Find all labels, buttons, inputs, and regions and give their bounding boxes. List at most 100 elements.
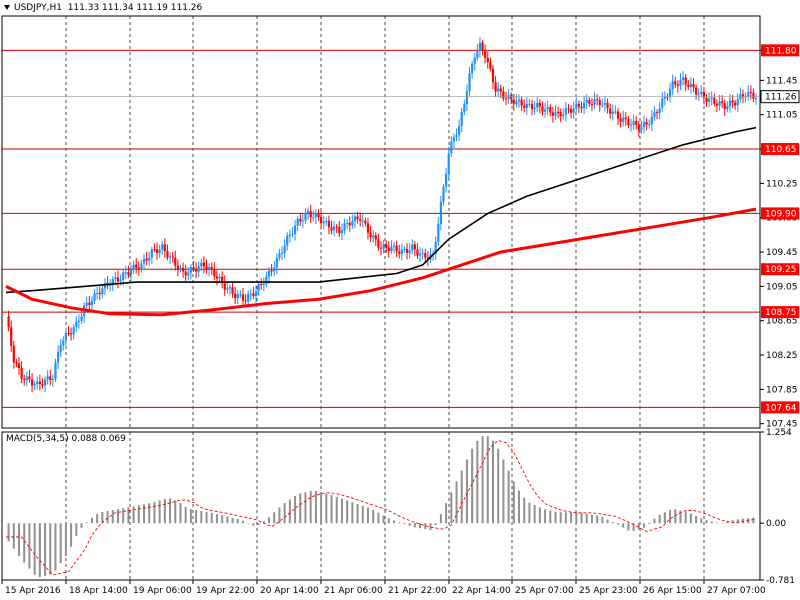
candle-body[interactable] (525, 103, 528, 108)
candle-body[interactable] (93, 293, 96, 301)
candle-body[interactable] (637, 124, 640, 130)
candle-body[interactable] (96, 292, 99, 294)
candle-body[interactable] (481, 42, 484, 51)
candle-body[interactable] (517, 99, 521, 102)
candle-body[interactable] (267, 270, 271, 277)
candle-body[interactable] (692, 83, 695, 88)
candle-body[interactable] (611, 111, 614, 114)
candle-body[interactable] (270, 270, 273, 272)
candle-body[interactable] (189, 266, 192, 273)
candle-body[interactable] (59, 345, 62, 352)
candle-body[interactable] (754, 98, 758, 100)
candle-body[interactable] (723, 103, 726, 110)
candle-body[interactable] (119, 279, 122, 282)
candle-body[interactable] (439, 201, 442, 224)
candle-body[interactable] (103, 283, 107, 289)
candle-body[interactable] (697, 93, 700, 95)
candle-body[interactable] (132, 264, 135, 270)
candle-body[interactable] (293, 225, 297, 235)
candle-body[interactable] (596, 99, 599, 101)
candle-body[interactable] (585, 99, 588, 103)
candle-body[interactable] (377, 239, 380, 248)
candle-body[interactable] (387, 247, 390, 252)
candle-body[interactable] (171, 256, 174, 258)
candle-body[interactable] (681, 77, 685, 80)
candle-body[interactable] (447, 153, 450, 174)
candle-body[interactable] (728, 100, 732, 107)
candle-body[interactable] (36, 381, 39, 385)
candle-body[interactable] (442, 186, 445, 202)
candle-body[interactable] (20, 368, 23, 379)
candle-body[interactable] (655, 112, 659, 114)
candle-body[interactable] (343, 223, 346, 231)
candle-body[interactable] (468, 73, 471, 92)
collapse-icon[interactable] (4, 5, 10, 10)
candle-body[interactable] (197, 266, 200, 272)
candle-body[interactable] (606, 102, 609, 109)
candle-body[interactable] (317, 213, 320, 218)
candle-body[interactable] (484, 50, 487, 58)
candle-body[interactable] (249, 293, 252, 295)
candle-body[interactable] (150, 249, 153, 258)
candle-body[interactable] (116, 277, 120, 282)
candle-body[interactable] (158, 249, 161, 254)
candle-body[interactable] (62, 340, 65, 346)
candle-body[interactable] (736, 99, 739, 106)
candle-body[interactable] (520, 99, 523, 106)
candle-body[interactable] (122, 272, 125, 280)
candle-body[interactable] (67, 333, 70, 335)
candle-body[interactable] (629, 124, 633, 126)
candle-body[interactable] (437, 223, 440, 242)
candle-body[interactable] (90, 300, 94, 305)
candle-body[interactable] (494, 82, 497, 92)
candle-body[interactable] (564, 108, 567, 115)
candle-body[interactable] (413, 244, 416, 250)
candle-body[interactable] (463, 104, 466, 112)
candle-body[interactable] (273, 267, 276, 272)
candle-body[interactable] (713, 97, 716, 104)
candle-body[interactable] (752, 92, 755, 99)
candle-body[interactable] (234, 293, 237, 299)
candle-body[interactable] (577, 103, 581, 107)
candle-body[interactable] (124, 272, 127, 274)
candle-body[interactable] (348, 222, 351, 226)
candle-body[interactable] (23, 378, 26, 381)
candle-body[interactable] (372, 235, 375, 238)
candle-body[interactable] (554, 111, 557, 116)
candle-body[interactable] (749, 91, 752, 93)
candle-body[interactable] (471, 63, 474, 74)
candle-body[interactable] (572, 108, 575, 113)
candle-body[interactable] (551, 112, 554, 116)
candle-body[interactable] (499, 88, 502, 92)
candle-body[interactable] (687, 84, 690, 87)
candle-body[interactable] (80, 316, 83, 321)
candle-body[interactable] (379, 247, 383, 249)
candle-body[interactable] (653, 112, 656, 117)
candle-body[interactable] (627, 119, 630, 126)
candle-body[interactable] (455, 135, 458, 137)
candle-body[interactable] (301, 220, 304, 222)
candle-body[interactable] (244, 300, 247, 302)
candle-body[interactable] (260, 284, 263, 286)
candle-body[interactable] (155, 249, 159, 254)
candle-body[interactable] (353, 216, 357, 222)
candle-body[interactable] (538, 102, 541, 107)
candle-body[interactable] (486, 57, 489, 63)
candle-body[interactable] (734, 102, 737, 106)
candle-body[interactable] (98, 292, 101, 295)
candle-body[interactable] (184, 271, 187, 276)
candle-body[interactable] (49, 376, 52, 380)
candle-body[interactable] (642, 122, 646, 128)
candle-body[interactable] (231, 287, 234, 294)
candle-body[interactable] (361, 220, 364, 222)
candle-body[interactable] (288, 234, 291, 236)
candle-body[interactable] (398, 251, 401, 254)
candle-body[interactable] (200, 262, 203, 267)
candle-body[interactable] (708, 98, 711, 102)
candle-body[interactable] (195, 268, 198, 272)
candle-body[interactable] (570, 109, 573, 113)
candle-body[interactable] (478, 42, 482, 51)
candle-body[interactable] (77, 320, 81, 322)
candle-body[interactable] (476, 50, 479, 58)
candle-body[interactable] (202, 262, 206, 267)
